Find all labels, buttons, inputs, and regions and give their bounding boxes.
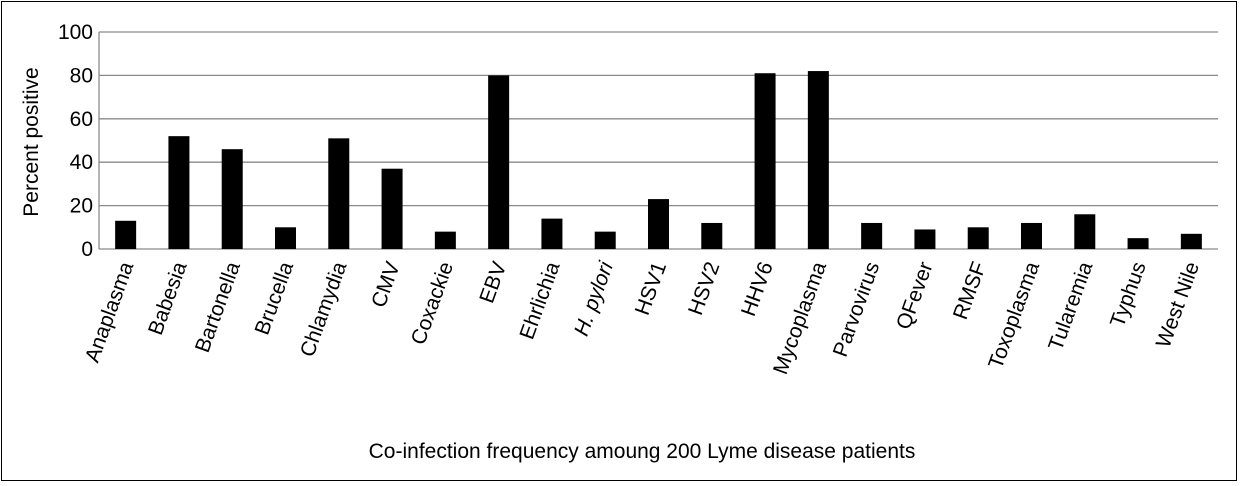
bar (488, 75, 510, 250)
bar (328, 138, 350, 249)
x-tick-label: EBV (475, 259, 511, 306)
bar (115, 220, 137, 249)
y-tick-label: 0 (81, 238, 93, 261)
x-tick-label: CMV (367, 259, 405, 311)
bar (754, 73, 776, 249)
bars (115, 71, 1202, 250)
y-tick-label: 20 (70, 195, 93, 218)
x-tick-label: QFever (892, 259, 938, 333)
x-axis-title: Co-infection frequency amoung 200 Lyme d… (369, 440, 916, 463)
y-tick-label: 100 (58, 21, 93, 44)
x-tick-label: Typhus (1106, 259, 1151, 331)
y-axis-title: Percent positive (20, 67, 43, 216)
x-tick-label: HHV6 (737, 259, 778, 320)
y-tick-label: 80 (70, 64, 93, 87)
x-tick-label: West Nile (1152, 259, 1204, 351)
bar (807, 71, 829, 249)
bar (1074, 214, 1096, 249)
y-tick-label: 40 (70, 151, 93, 174)
bar (381, 168, 403, 249)
bar (594, 231, 616, 249)
x-tick-label: Brucella (251, 259, 299, 338)
bar (861, 222, 883, 249)
x-tick-label: Anaplasma (81, 259, 139, 366)
bar (168, 136, 190, 249)
x-tick-label: HSV2 (684, 259, 724, 318)
bar (701, 222, 723, 249)
x-tick-label: Babesia (144, 259, 192, 338)
y-tick-label: 60 (70, 108, 93, 131)
x-tick-label: H. pylori (570, 258, 618, 339)
y-axis: 0 20 40 60 80 100 (58, 21, 100, 261)
x-tick-label: Toxoplasma (984, 259, 1044, 372)
bar (434, 231, 456, 249)
x-tick-label: Chlamydia (296, 259, 352, 360)
bar (1021, 222, 1042, 249)
x-tick-label: Ehrlichia (515, 259, 564, 343)
bar (541, 218, 563, 249)
x-tick-label: Tularemia (1044, 259, 1097, 354)
x-tick-label: RMSF (949, 259, 991, 323)
bar (221, 149, 243, 249)
bar (967, 227, 989, 249)
x-axis: Anaplasma Babesia Bartonella BrucellaChlamy… (81, 258, 1204, 378)
bar (275, 227, 296, 249)
x-tick-label: Coxackie (407, 259, 458, 348)
x-tick-label: Parvovirus (829, 259, 885, 360)
x-tick-label: HSV1 (631, 259, 671, 318)
bar (1180, 233, 1202, 249)
bar (914, 229, 936, 249)
bar (648, 199, 669, 249)
x-tick-label: Bartonella (191, 259, 245, 356)
x-tick-label: Mycoplasma (769, 259, 831, 378)
bar (1127, 238, 1149, 249)
